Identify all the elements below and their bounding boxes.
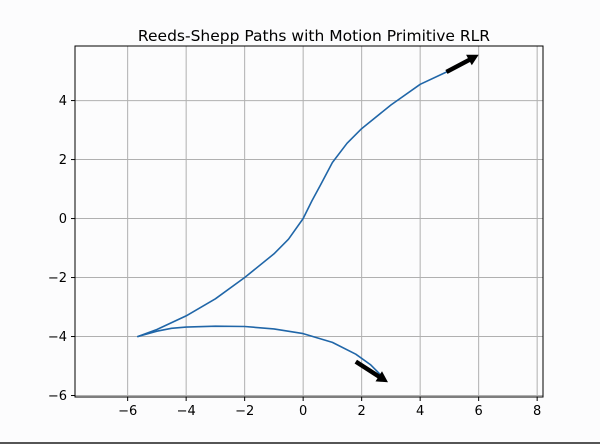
x-tick-label: 4 bbox=[416, 404, 424, 419]
x-tick-label: 2 bbox=[358, 404, 366, 419]
heading-arrow-2 bbox=[354, 359, 388, 383]
y-tick-label: 0 bbox=[59, 212, 67, 227]
x-tick-label: 6 bbox=[475, 404, 483, 419]
grid-lines bbox=[75, 46, 543, 397]
window-bottom-border bbox=[0, 442, 600, 444]
x-tick-label: −4 bbox=[177, 404, 196, 419]
y-tick-label: −4 bbox=[48, 330, 67, 345]
arrow-group bbox=[354, 54, 479, 383]
x-tick-label: 0 bbox=[299, 404, 307, 419]
heading-arrow-1 bbox=[445, 54, 479, 74]
y-tick-label: −6 bbox=[48, 389, 67, 404]
path-segment-2 bbox=[137, 325, 386, 381]
path-segment-1 bbox=[137, 71, 448, 338]
series-group bbox=[137, 71, 448, 381]
y-tick-label: −2 bbox=[48, 271, 67, 286]
y-tick-label: 2 bbox=[59, 153, 67, 168]
x-tick-label: −6 bbox=[118, 404, 137, 419]
chart-title: Reeds-Shepp Paths with Motion Primitive … bbox=[138, 27, 490, 45]
x-tick-label: 8 bbox=[533, 404, 541, 419]
plot-frame bbox=[74, 45, 544, 398]
axis-ticks: −6 −4 −2 0 2 4 6 8 −6 −4 −2 0 2 4 bbox=[48, 94, 541, 419]
y-tick-label: 4 bbox=[59, 94, 67, 109]
x-tick-label: −2 bbox=[235, 404, 254, 419]
